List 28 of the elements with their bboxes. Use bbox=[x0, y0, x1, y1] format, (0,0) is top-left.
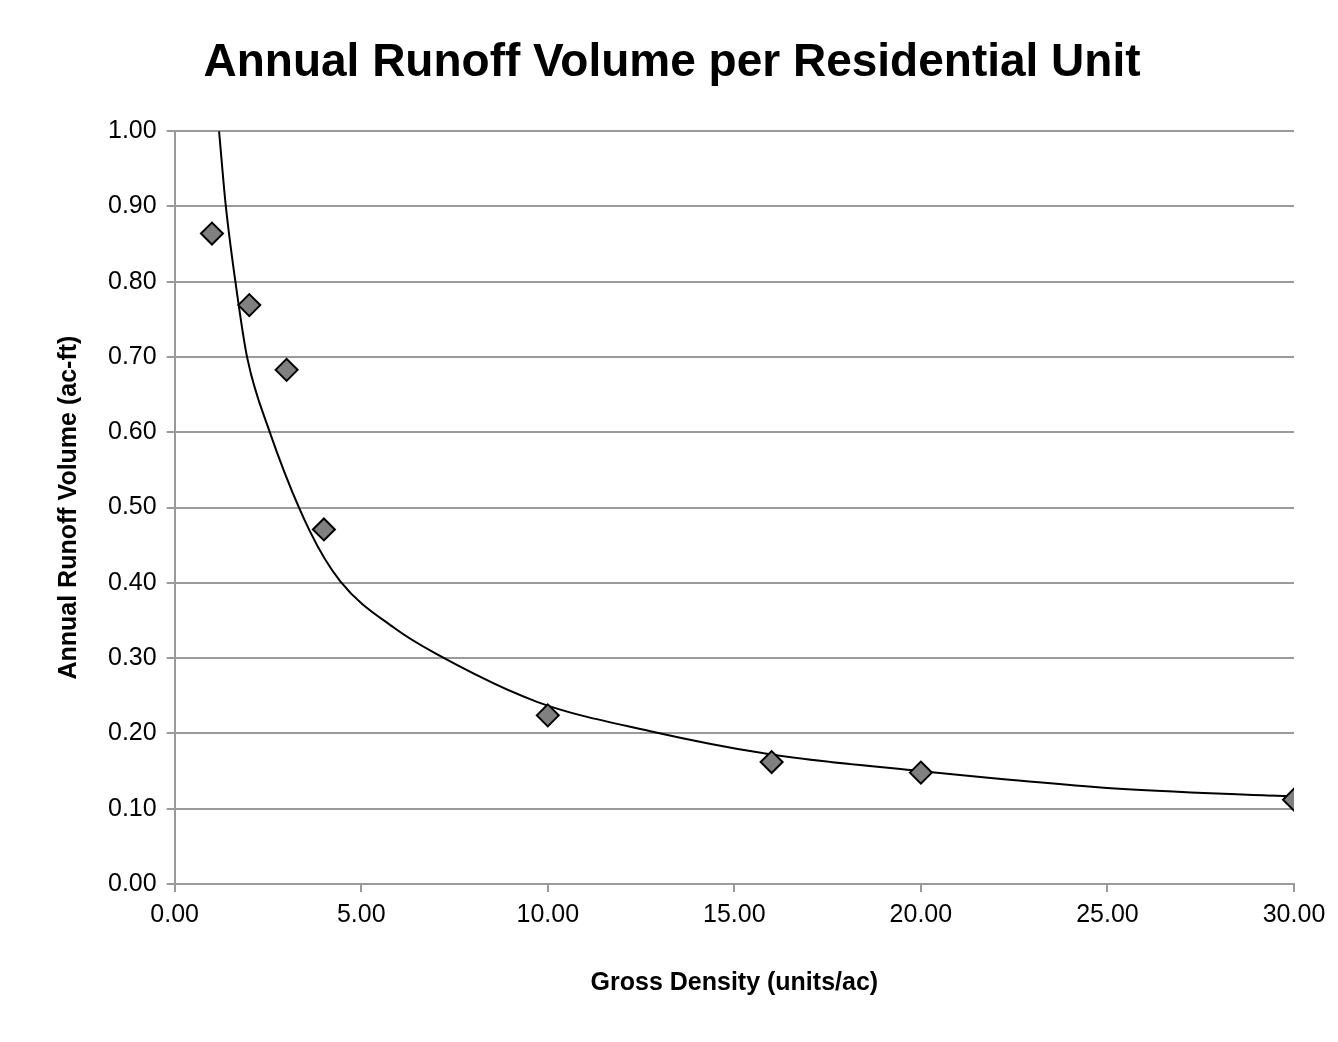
point bbox=[237, 293, 262, 318]
y-tick-label: 0.00 bbox=[107, 867, 157, 896]
x-tick-label: 5.00 bbox=[336, 898, 386, 927]
y-axis-title: Annual Runoff Volume (ac-ft) bbox=[52, 335, 81, 680]
y-tick-label: 0.70 bbox=[107, 340, 157, 369]
y-tick-label: 0.60 bbox=[107, 416, 157, 445]
point bbox=[535, 703, 560, 728]
x-tick-label: 30.00 bbox=[1262, 898, 1326, 927]
y-tick-label: 0.90 bbox=[107, 190, 157, 219]
y-tick-label: 0.40 bbox=[107, 566, 157, 595]
y-tick-label: 0.20 bbox=[107, 717, 157, 746]
y-tick-label: 0.30 bbox=[107, 642, 157, 671]
x-tick-label: 20.00 bbox=[889, 898, 953, 927]
point bbox=[199, 221, 224, 246]
point bbox=[759, 750, 784, 775]
point bbox=[311, 517, 336, 542]
x-axis-title: Gross Density (units/ac) bbox=[590, 966, 879, 995]
x-tick-label: 25.00 bbox=[1076, 898, 1139, 927]
y-tick-label: 0.80 bbox=[107, 265, 157, 294]
y-tick-label: 0.10 bbox=[107, 792, 157, 821]
point bbox=[274, 357, 299, 382]
chart-title: Annual Runoff Volume per Residential Unit bbox=[203, 34, 1141, 87]
point bbox=[908, 760, 933, 785]
x-tick-label: 10.00 bbox=[516, 898, 580, 927]
y-tick-label: 1.00 bbox=[107, 115, 157, 144]
x-tick-label: 15.00 bbox=[703, 898, 766, 927]
y-tick-label: 0.50 bbox=[107, 491, 157, 520]
x-tick-label: 0.00 bbox=[150, 898, 199, 927]
